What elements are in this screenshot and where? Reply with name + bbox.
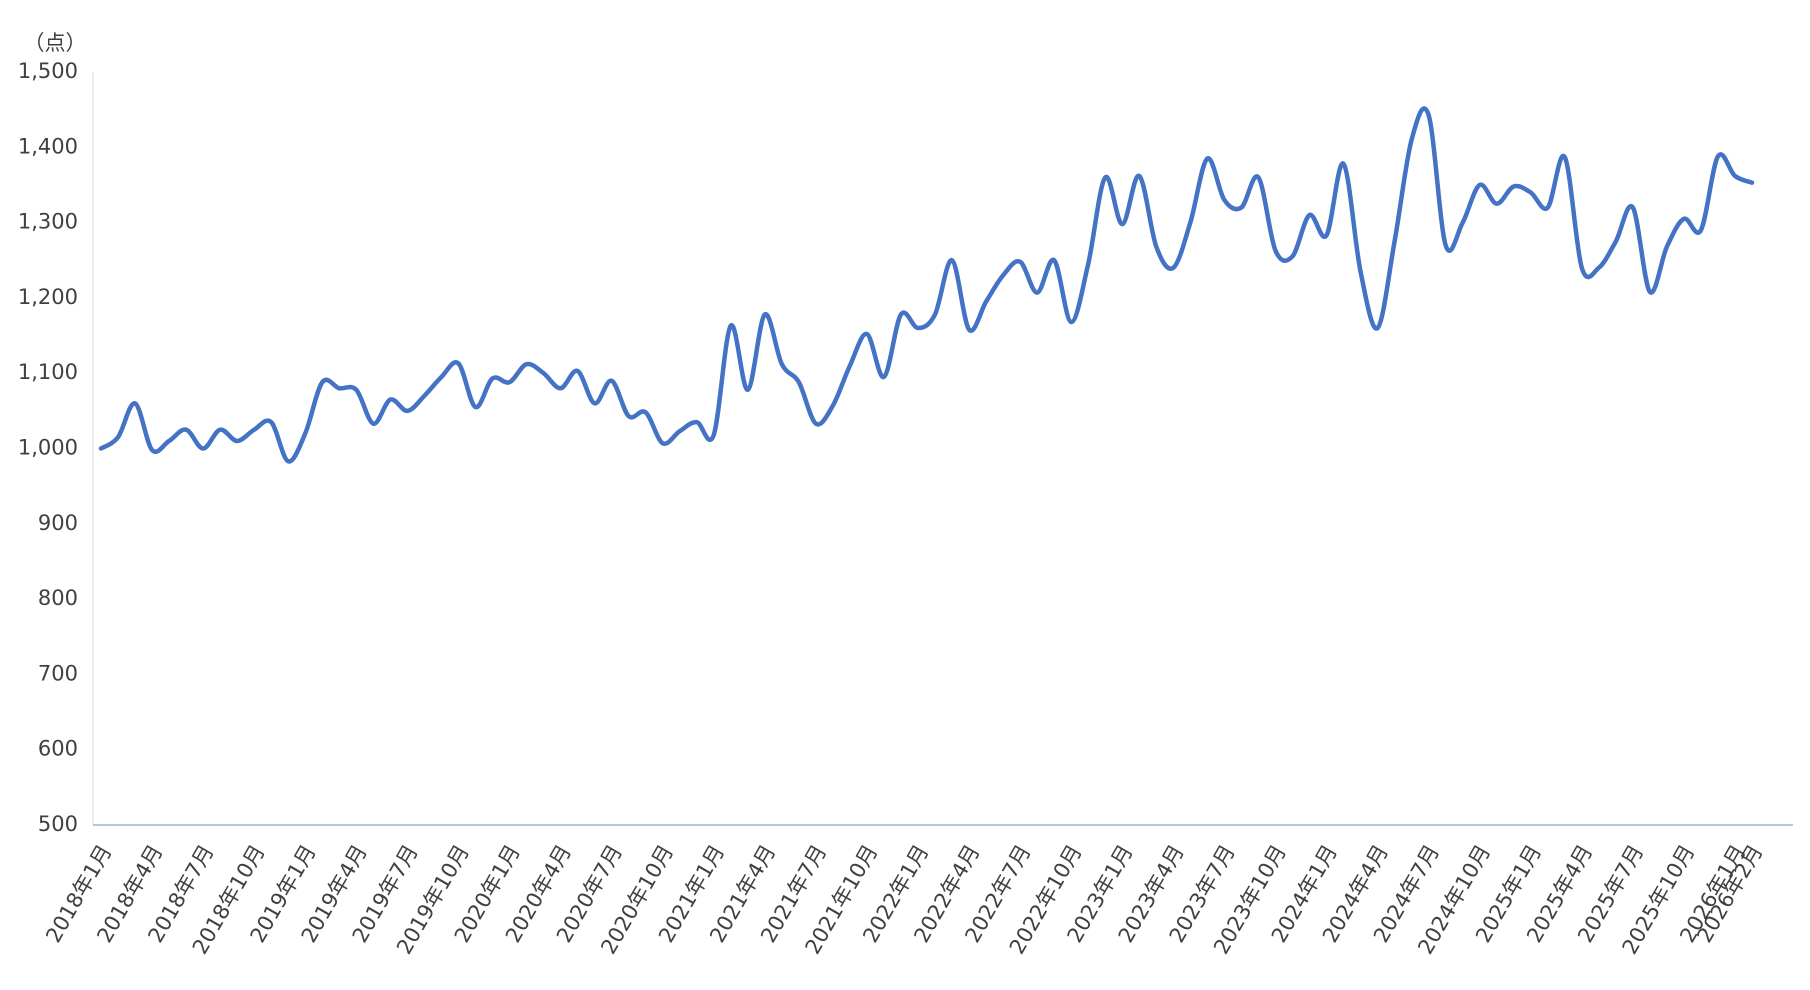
y-tick-label: 1,400 <box>18 134 78 158</box>
y-tick-label: 700 <box>38 661 78 685</box>
y-tick-label: 600 <box>38 737 78 761</box>
unit-label: （点） <box>24 31 87 55</box>
y-tick-label: 500 <box>38 812 78 836</box>
y-tick-label: 1,200 <box>18 285 78 309</box>
y-tick-label: 800 <box>38 586 78 610</box>
y-tick-label: 1,100 <box>18 360 78 384</box>
y-tick-label: 900 <box>38 511 78 535</box>
y-tick-label: 1,500 <box>18 59 78 83</box>
y-tick-label: 1,300 <box>18 210 78 234</box>
data-line <box>98 106 1755 464</box>
y-tick-label: 1,000 <box>18 436 78 460</box>
